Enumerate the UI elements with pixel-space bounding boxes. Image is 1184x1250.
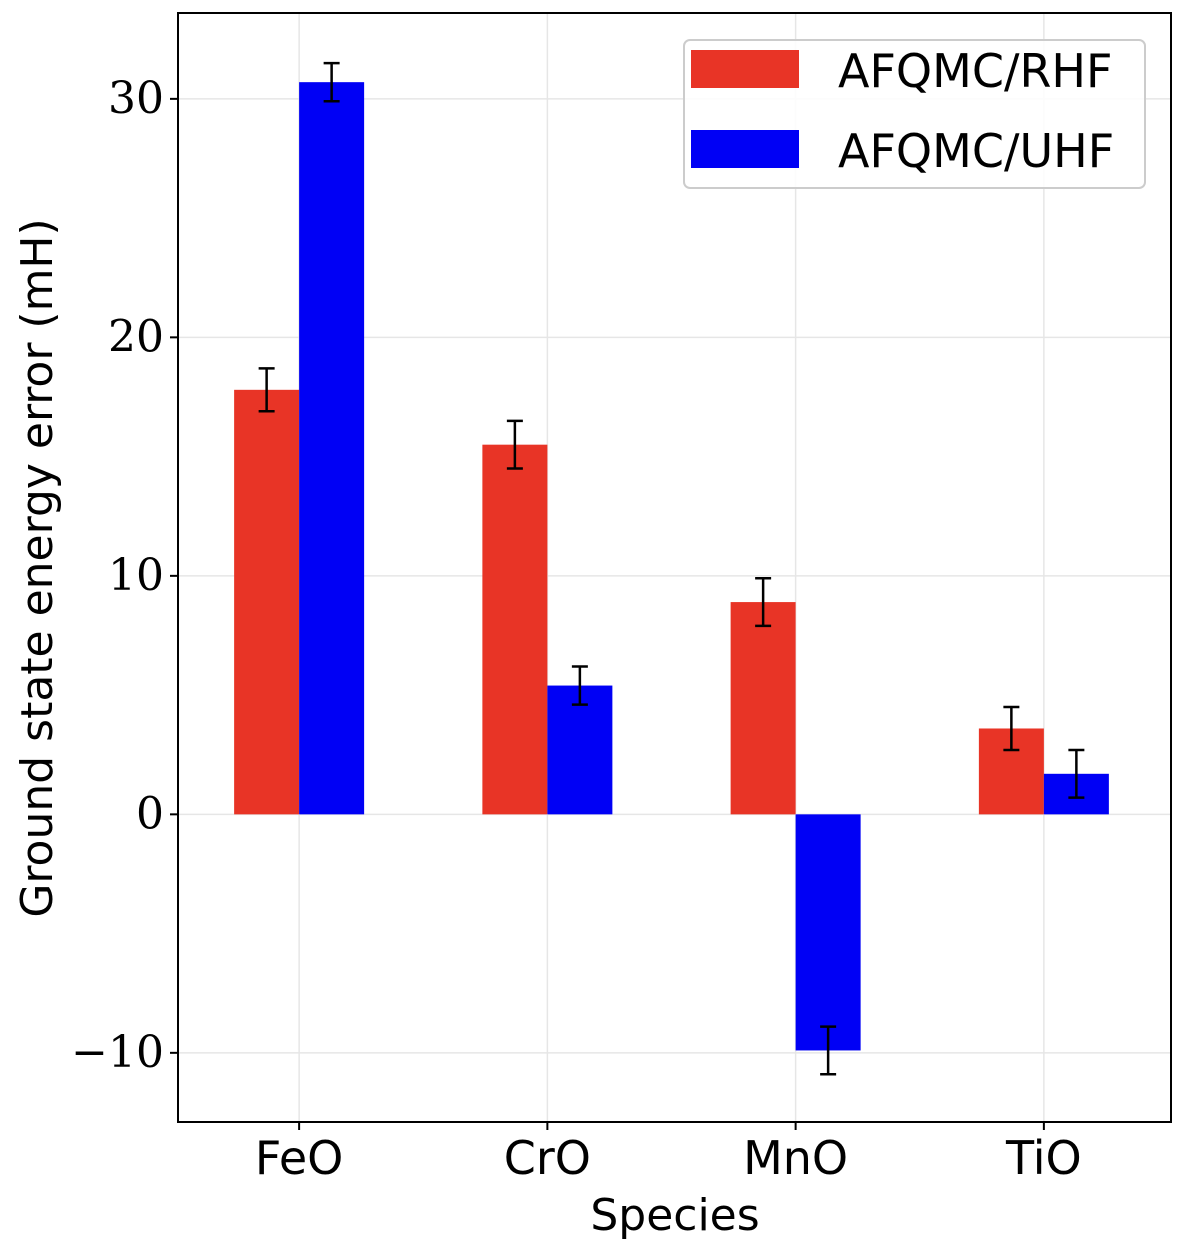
x-tick-label: TiO — [1005, 1131, 1082, 1185]
bars-group — [234, 82, 1109, 1051]
x-axis-label: Species — [590, 1190, 759, 1241]
legend-swatch-rhf — [691, 50, 799, 88]
x-axis-ticks: FeO CrO MnO TiO — [255, 1122, 1082, 1185]
legend-label-uhf: AFQMC/UHF — [838, 124, 1114, 178]
legend-frame — [683, 39, 1146, 189]
legend-label-rhf: AFQMC/RHF — [838, 44, 1112, 98]
bar-uhf-cro — [547, 685, 613, 815]
x-tick-label: CrO — [504, 1131, 591, 1185]
y-tick-label: −10 — [71, 1027, 164, 1078]
error-bars-group — [258, 61, 1085, 1076]
legend: AFQMC/RHF AFQMC/UHF — [683, 39, 1146, 189]
bar-rhf-feo — [234, 389, 300, 815]
y-tick-label: 10 — [108, 550, 164, 601]
bar-uhf-feo — [299, 82, 365, 815]
plot-frame — [177, 12, 1172, 1123]
bar-rhf-mno — [730, 602, 796, 815]
y-tick-label: 30 — [108, 73, 164, 124]
x-tick-label: FeO — [255, 1131, 343, 1185]
bar-uhf-mno — [795, 814, 861, 1051]
bar-rhf-cro — [482, 444, 548, 815]
y-tick-label: 0 — [136, 788, 164, 839]
legend-swatch-uhf — [691, 130, 799, 168]
y-axis-label: Ground state energy error (mH) — [12, 218, 63, 917]
y-axis-ticks: −10 0 10 20 30 — [71, 73, 178, 1078]
x-tick-label: MnO — [743, 1131, 848, 1185]
y-tick-label: 20 — [108, 311, 164, 362]
